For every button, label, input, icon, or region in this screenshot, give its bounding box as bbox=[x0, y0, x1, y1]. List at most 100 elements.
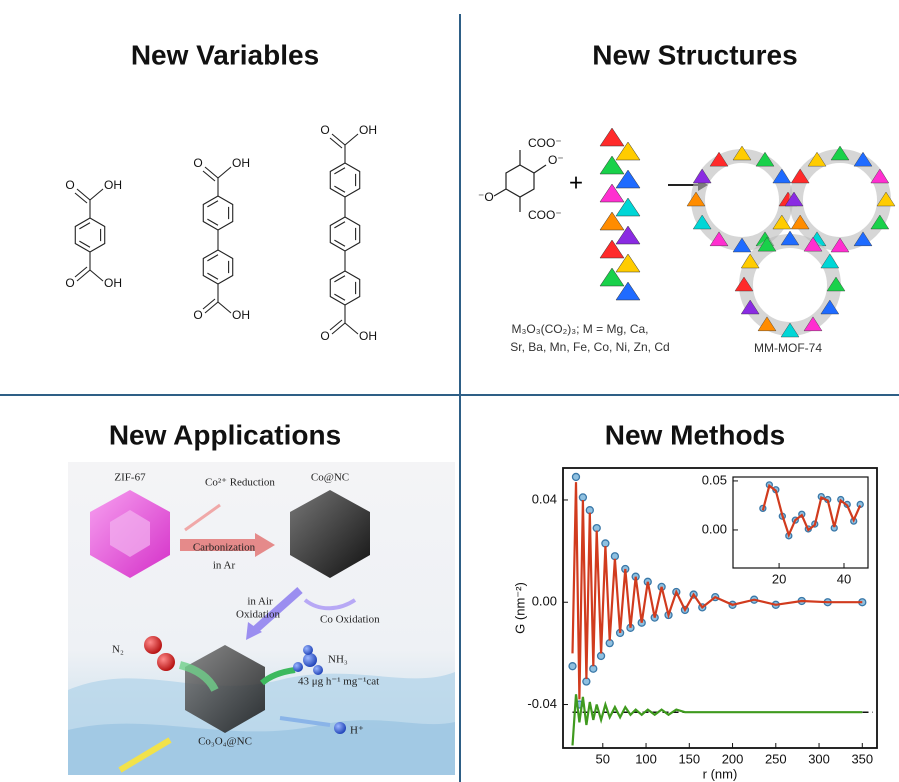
polyhedron bbox=[599, 127, 625, 147]
x-tick-label: 50 bbox=[596, 751, 610, 766]
label: Co Oxidation bbox=[320, 614, 380, 626]
double-bond bbox=[207, 272, 219, 280]
bond bbox=[329, 137, 343, 149]
data-point bbox=[592, 523, 601, 533]
polyhedron bbox=[853, 151, 873, 167]
fit-line bbox=[761, 483, 862, 538]
double-bond bbox=[207, 200, 219, 208]
polyhedron bbox=[790, 168, 810, 184]
label: in Air bbox=[247, 596, 273, 608]
double-bond bbox=[334, 239, 346, 247]
data-point bbox=[578, 493, 588, 502]
label: Oxidation bbox=[236, 609, 280, 621]
atom-label: O bbox=[320, 123, 329, 137]
y-tick-label: 0.05 bbox=[702, 472, 727, 487]
polyhedron bbox=[615, 169, 641, 189]
polyhedron bbox=[830, 145, 850, 161]
bond bbox=[331, 322, 346, 335]
linker-label: O⁻ bbox=[548, 153, 564, 167]
bond bbox=[204, 301, 219, 314]
x-tick-label: 300 bbox=[808, 751, 830, 766]
bond bbox=[204, 166, 219, 179]
polyhedron bbox=[740, 299, 760, 315]
bond bbox=[76, 188, 91, 201]
polyhedron bbox=[615, 253, 641, 273]
y-tick-label: 0.04 bbox=[532, 491, 557, 506]
pore-wall bbox=[691, 149, 793, 251]
formula: Sr, Ba, Mn, Fe, Co, Ni, Zn, Cd bbox=[510, 340, 669, 354]
double-bond bbox=[207, 254, 219, 262]
double-bond bbox=[207, 218, 219, 226]
polyhedron bbox=[692, 168, 712, 184]
y-tick-label: -0.04 bbox=[527, 696, 557, 711]
label: NH₃ bbox=[328, 654, 348, 666]
bond bbox=[344, 133, 359, 146]
label: Co₃O₄@NC bbox=[198, 736, 252, 748]
polyhedron bbox=[734, 276, 754, 292]
polyhedron bbox=[830, 237, 850, 253]
polyhedron bbox=[686, 191, 706, 207]
atom-label: OH bbox=[104, 276, 122, 290]
bond bbox=[74, 266, 88, 278]
bond bbox=[89, 269, 104, 282]
data-point bbox=[601, 539, 610, 548]
product-label: MM-MOF-74 bbox=[754, 341, 822, 355]
bond bbox=[331, 133, 346, 146]
panel-title: New Variables bbox=[131, 39, 319, 70]
bond bbox=[76, 269, 91, 282]
x-tick-label: 20 bbox=[772, 571, 786, 586]
linker-label: ⁻O bbox=[478, 190, 494, 204]
x-tick-label: 150 bbox=[678, 751, 700, 766]
atom-label: O bbox=[65, 178, 74, 192]
x-tick-label: 250 bbox=[765, 751, 787, 766]
data-point bbox=[582, 677, 591, 686]
y-tick-label: 0.00 bbox=[702, 521, 727, 536]
atom-label: O bbox=[193, 156, 202, 170]
bond bbox=[329, 319, 343, 331]
polyhedron bbox=[803, 316, 823, 332]
bond bbox=[217, 166, 232, 179]
double-bond bbox=[334, 221, 346, 229]
atom-label: O bbox=[65, 276, 74, 290]
polyhedron bbox=[826, 276, 846, 292]
polyhedron bbox=[615, 225, 641, 245]
data-point bbox=[571, 472, 581, 482]
x-tick-label: 100 bbox=[635, 751, 657, 766]
panel-title: New Methods bbox=[605, 419, 785, 450]
pdf-chart: 50 100 150 200 250 300 350 -0.04 0.00 0.04 G (nm⁻²… bbox=[512, 467, 878, 781]
polyhedron bbox=[599, 211, 625, 231]
molecules: O OH O OH O OH O OH O OH O OH bbox=[65, 123, 377, 343]
polyhedron bbox=[599, 183, 625, 203]
atom-label: OH bbox=[104, 178, 122, 192]
label: in Ar bbox=[213, 560, 236, 572]
label: H⁺ bbox=[350, 725, 364, 737]
label: ZIF-67 bbox=[114, 472, 146, 484]
y-tick-label: 0.00 bbox=[532, 594, 557, 609]
data-point bbox=[596, 651, 606, 661]
polyhedron bbox=[732, 237, 752, 253]
double-bond bbox=[334, 275, 346, 283]
polyhedron bbox=[780, 322, 800, 338]
pore-wall bbox=[739, 234, 841, 336]
polyhedron bbox=[870, 214, 890, 230]
dividers bbox=[0, 14, 899, 782]
polyhedron bbox=[790, 214, 810, 230]
polyhedron bbox=[709, 231, 729, 247]
data-point bbox=[605, 639, 614, 648]
double-bond bbox=[334, 293, 346, 301]
mof-scheme: COO⁻ COO⁻ O⁻ ⁻O + M₃O₃(CO₂)₃; M = Mg, Ca… bbox=[478, 127, 896, 355]
plus: + bbox=[569, 169, 583, 196]
data-point bbox=[585, 506, 594, 515]
polyhedron bbox=[757, 316, 777, 332]
label: Co@NC bbox=[311, 472, 349, 484]
polyhedron bbox=[709, 151, 729, 167]
polyhedron bbox=[692, 214, 712, 230]
bond bbox=[217, 301, 232, 314]
atom-label: OH bbox=[232, 156, 250, 170]
x-tick-label: 200 bbox=[722, 751, 744, 766]
label: N₂ bbox=[112, 644, 124, 656]
polyhedron bbox=[615, 141, 641, 161]
y-axis-label: G (nm⁻²) bbox=[512, 582, 527, 634]
plot-frame bbox=[732, 476, 869, 569]
bond bbox=[202, 298, 216, 310]
